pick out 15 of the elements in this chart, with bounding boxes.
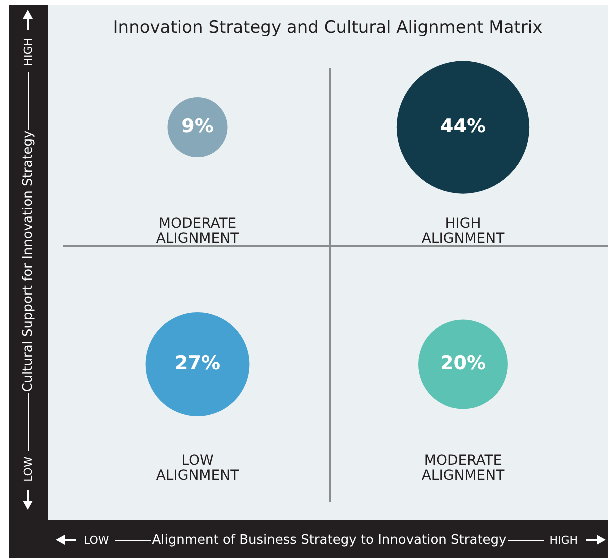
text: LOW	[22, 456, 34, 482]
category-label: MODERATE ALIGNMENT	[422, 453, 506, 484]
category-label: HIGH ALIGNMENT	[422, 216, 506, 248]
text: Alignment of Business Strategy to Innovation Strategy	[152, 532, 507, 548]
text: LOW	[84, 534, 110, 546]
text: Innovation Strategy and Cultural Alignment Matrix	[112, 18, 544, 38]
data-label: 20%	[440, 352, 486, 374]
data-label: 9%	[182, 115, 214, 138]
category-label: LOW ALIGNMENT	[156, 453, 240, 484]
text: HIGH	[22, 38, 34, 66]
text: HIGH	[550, 534, 578, 546]
text: Cultural Support for Innovation Strategy	[20, 130, 36, 392]
category-label: MODERATE ALIGNMENT	[156, 216, 240, 248]
data-label: 44%	[440, 115, 486, 138]
data-label: 27%	[175, 352, 220, 374]
